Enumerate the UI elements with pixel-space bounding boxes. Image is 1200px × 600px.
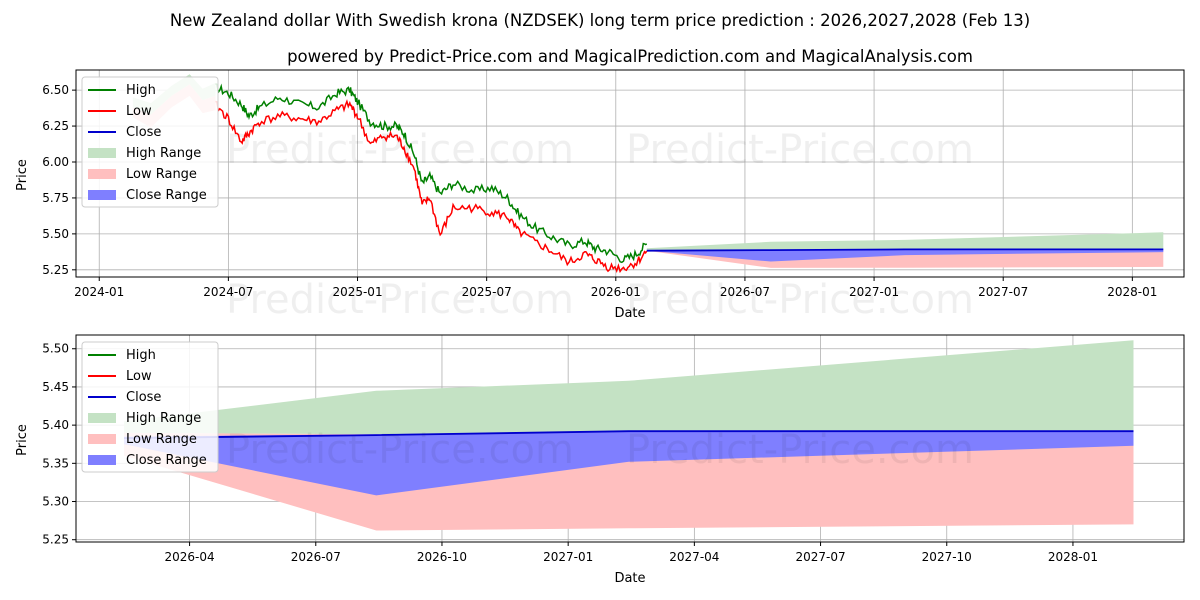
top-watermark-3: Predict-Price.com (226, 277, 574, 323)
0-x-tick-label: 2024-07 (203, 285, 253, 299)
legend-label: Low (126, 104, 152, 119)
close-range-area (124, 431, 1134, 496)
bottom-y-ticks: 5.25 5.30 5.35 5.40 5.45 5.50 (42, 342, 76, 547)
top-x-ticks: 2024-01 2024-07 2025-01 2025-07 2026-01 2026-… (74, 277, 1157, 299)
legend-label: High (126, 348, 156, 363)
high-range-area (124, 340, 1134, 435)
low-price-line (215, 99, 648, 274)
forecast-close-range-area (646, 249, 1164, 262)
0-y-tick-label: 6.00 (42, 155, 69, 169)
close-forecast-line (646, 248, 1164, 252)
figure-title: New Zealand dollar With Swedish krona (N… (170, 11, 1030, 30)
0-x-tick-label: 2024-01 (74, 285, 124, 299)
legend-label: High (126, 83, 156, 98)
legend-label: High Range (126, 146, 201, 161)
legend-label: Low Range (126, 167, 197, 182)
1-x-tick-label: 2027-01 (543, 550, 593, 564)
top-series-lines (215, 83, 1164, 274)
bottom-x-ticks: 2026-04 2026-07 2026-10 2027-01 2027-04 2027-… (165, 542, 1098, 564)
1-x-tick-label: 2028-01 (1048, 550, 1098, 564)
1-y-tick-label: 5.50 (42, 342, 69, 356)
bottom-watermark-2: Predict-Price.com (626, 427, 974, 473)
top-grid (76, 70, 1184, 277)
chart-panel-top: Predict-Price.com Predict-Price.com Pred… (15, 69, 1185, 323)
0-x-tick-label: 2026-07 (720, 285, 770, 299)
0-x-tick-label: 2025-01 (332, 285, 382, 299)
0-y-tick-label: 5.50 (42, 227, 69, 241)
legend-label: Low (126, 369, 152, 384)
1-x-tick-label: 2026-10 (417, 550, 467, 564)
1-x-tick-label: 2027-07 (795, 550, 845, 564)
1-x-tick-label: 2026-04 (165, 550, 215, 564)
legend-high-range-swatch (88, 148, 116, 158)
0-y-tick-label: 6.50 (42, 83, 69, 97)
1-x-tick-label: 2027-10 (922, 550, 972, 564)
top-y-axis-label: Price (15, 159, 30, 191)
0-x-tick-label: 2027-07 (978, 285, 1028, 299)
1-y-tick-label: 5.35 (42, 456, 69, 470)
legend-close-range-swatch (88, 190, 116, 200)
legend-high-range-swatch (88, 413, 116, 423)
1-y-tick-label: 5.40 (42, 418, 69, 432)
legend-label: Close Range (126, 188, 207, 203)
legend-label: High Range (126, 411, 201, 426)
top-watermark-4: Predict-Price.com (626, 277, 974, 323)
0-x-tick-label: 2026-01 (591, 285, 641, 299)
top-legend: High Low Close High Range Low Range Close Ran… (81, 76, 219, 208)
legend-low-range-swatch (88, 434, 116, 444)
0-y-tick-label: 6.25 (42, 119, 69, 133)
1-x-tick-label: 2027-04 (669, 550, 719, 564)
bottom-plot-frame (75, 334, 1185, 543)
legend-label: Close Range (126, 453, 207, 468)
legend-low-range-swatch (88, 169, 116, 179)
0-y-tick-label: 5.25 (42, 263, 69, 277)
legend-label: Low Range (126, 432, 197, 447)
bottom-series-lines (123, 430, 1134, 439)
0-x-tick-label: 2028-01 (1107, 285, 1157, 299)
bottom-legend: High Low Close High Range Low Range Close Ran… (81, 341, 219, 473)
bottom-x-axis-label: Date (614, 571, 645, 586)
1-x-tick-label: 2026-07 (291, 550, 341, 564)
1-y-tick-label: 5.45 (42, 380, 69, 394)
legend-close-range-swatch (88, 455, 116, 465)
chart-panel-bottom: Predict-Price.com Predict-Price.com 2026… (15, 334, 1185, 586)
top-watermark-1: Predict-Price.com (226, 127, 574, 173)
bottom-y-axis-label: Price (15, 424, 30, 456)
0-x-tick-label: 2027-01 (849, 285, 899, 299)
forecast-high-range-area (646, 232, 1164, 251)
top-plot-frame (75, 69, 1185, 278)
1-y-tick-label: 5.30 (42, 495, 69, 509)
1-y-tick-label: 5.25 (42, 533, 69, 547)
legend-label: Close (126, 125, 161, 140)
0-x-tick-label: 2025-07 (462, 285, 512, 299)
top-x-axis-label: Date (614, 306, 645, 321)
figure-subtitle: powered by Predict-Price.com and Magical… (287, 47, 973, 66)
legend-label: Close (126, 390, 161, 405)
0-y-tick-label: 5.75 (42, 191, 69, 205)
close-forecast-line (123, 430, 1134, 439)
top-y-ticks: 5.25 5.50 5.75 6.00 6.25 6.50 (42, 83, 76, 277)
top-watermark-2: Predict-Price.com (626, 127, 974, 173)
high-price-line (215, 83, 648, 264)
bottom-range-areas (124, 340, 1134, 531)
